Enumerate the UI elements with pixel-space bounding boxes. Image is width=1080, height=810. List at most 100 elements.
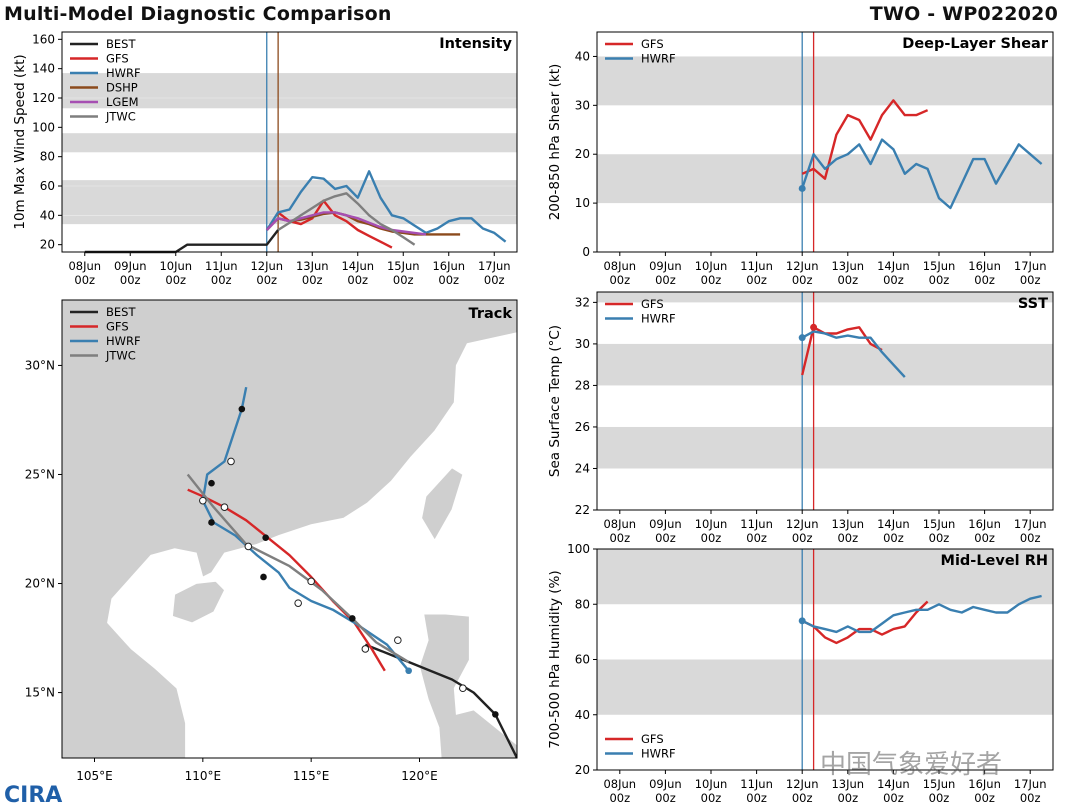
series-gfs (801, 600, 929, 645)
x-tick-label: 00z (883, 531, 904, 545)
x-tick-label: 00z (484, 273, 505, 287)
map-layer (62, 300, 517, 758)
x-tick-label: 00z (393, 273, 414, 287)
track-gfs (187, 488, 386, 672)
track-position-marker (294, 599, 302, 607)
x-tick-label: 00z (929, 531, 950, 545)
legend-label: HWRF (641, 52, 676, 66)
x-tick-label: 00z (746, 273, 767, 287)
x-tick-label: 08Jun (603, 259, 636, 273)
x-tick-label: 00z (792, 791, 813, 805)
panel-title: SST (1018, 296, 1048, 312)
x-tick-label: 08Jun (603, 777, 636, 791)
init-marker (810, 323, 818, 331)
track-position-marker (208, 519, 215, 526)
y-tick-label: 20 (40, 238, 55, 252)
plot-area (597, 292, 1053, 510)
x-tick-label: 00z (883, 791, 904, 805)
x-tick-label: 00z (974, 791, 995, 805)
x-tick-label: 120°E (401, 769, 438, 783)
x-tick-label: 12Jun (250, 259, 283, 273)
x-tick-label: 09Jun (114, 259, 147, 273)
x-tick-label: 16Jun (968, 777, 1001, 791)
y-tick-label: 32 (575, 295, 590, 309)
y-tick-label: 15°N (25, 686, 55, 700)
track-position-marker (227, 457, 235, 466)
y-axis-label: Sea Surface Temp (°C) (547, 325, 563, 477)
panel-track: 105°E 110°E 115°E 120°E 15°N 20°N 25°N 30°N Trac… (25, 299, 518, 783)
x-tick-label: 00z (701, 791, 722, 805)
x-tick-label: 00z (438, 273, 459, 287)
x-tick-label: 00z (837, 791, 858, 805)
track-hwrf (201, 386, 410, 672)
y-tick-label: 160 (32, 32, 55, 46)
x-tick-label: 00z (1020, 531, 1041, 545)
legend-label: HWRF (641, 312, 676, 326)
x-tick-label: 00z (655, 273, 676, 287)
x-tick-label: 09Jun (649, 259, 682, 273)
x-tick-label: 16Jun (968, 259, 1001, 273)
y-tick-label: 30°N (25, 358, 55, 372)
y-tick-label: 22 (575, 503, 590, 517)
x-tick-label: 15Jun (923, 777, 956, 791)
shaded-band (597, 343, 1053, 386)
y-tick-label: 0 (582, 245, 590, 259)
land-mass (419, 613, 517, 758)
x-tick-label: 13Jun (831, 259, 864, 273)
y-axis-label: 10m Max Wind Speed (kt) (12, 54, 28, 229)
x-tick-label: 00z (302, 273, 323, 287)
x-tick-label: 11Jun (205, 259, 238, 273)
y-tick-label: 25°N (25, 467, 55, 481)
x-tick-label: 14Jun (877, 259, 910, 273)
series-gfs (801, 99, 929, 180)
y-tick-label: 40 (40, 208, 55, 222)
track-position-marker (238, 405, 246, 413)
legend-label: DSHP (106, 81, 138, 95)
plot-frame (61, 299, 518, 759)
x-tick-label: 00z (746, 791, 767, 805)
y-tick-label: 20 (575, 763, 590, 777)
x-tick-label: 115°E (293, 769, 330, 783)
track-position-marker (307, 577, 315, 586)
panel-title: Mid-Level RH (941, 553, 1048, 569)
legend-label: GFS (641, 297, 664, 311)
x-tick-label: 11Jun (740, 777, 773, 791)
x-tick-label: 09Jun (649, 517, 682, 531)
storm-id: TWO - WP022020 (869, 3, 1058, 25)
panel-intensity: 08Jun00z09Jun00z10Jun00z11Jun00z12Jun00z… (12, 31, 518, 287)
x-tick-label: 00z (655, 791, 676, 805)
x-tick-label: 11Jun (740, 517, 773, 531)
x-tick-label: 08Jun (68, 259, 101, 273)
x-tick-label: 00z (746, 531, 767, 545)
y-tick-label: 100 (32, 120, 55, 134)
y-tick-label: 26 (575, 420, 590, 434)
series-gfs (277, 199, 393, 249)
series-hwrf (265, 170, 507, 243)
x-tick-label: 12Jun (786, 777, 819, 791)
y-tick-label: 120 (32, 91, 55, 105)
track-jtwc (186, 473, 410, 664)
x-tick-label: 00z (701, 273, 722, 287)
x-tick-label: 105°E (76, 769, 113, 783)
legend-label: HWRF (641, 747, 676, 761)
land-mass (172, 580, 225, 624)
init-marker (798, 334, 806, 342)
watermark-text: 中国气象爱好者 (820, 750, 1003, 780)
x-tick-label: 00z (974, 273, 995, 287)
series-hwrf (801, 330, 906, 378)
init-marker (798, 184, 806, 192)
x-tick-label: 14Jun (341, 259, 374, 273)
x-tick-label: 00z (609, 531, 630, 545)
x-tick-label: 00z (609, 791, 630, 805)
y-axis-label: 200-850 hPa Shear (kt) (547, 64, 563, 221)
track-position-marker (492, 711, 499, 718)
series-hwrf (801, 594, 1042, 634)
track-position-marker (394, 636, 402, 645)
page-title: Multi-Model Diagnostic Comparison (4, 3, 392, 25)
x-tick-label: 10Jun (159, 259, 192, 273)
y-tick-label: 20 (575, 147, 590, 161)
legend-label: BEST (106, 37, 136, 51)
track-position-marker (459, 684, 467, 693)
y-axis-label: 700-500 hPa Humidity (%) (547, 570, 563, 748)
